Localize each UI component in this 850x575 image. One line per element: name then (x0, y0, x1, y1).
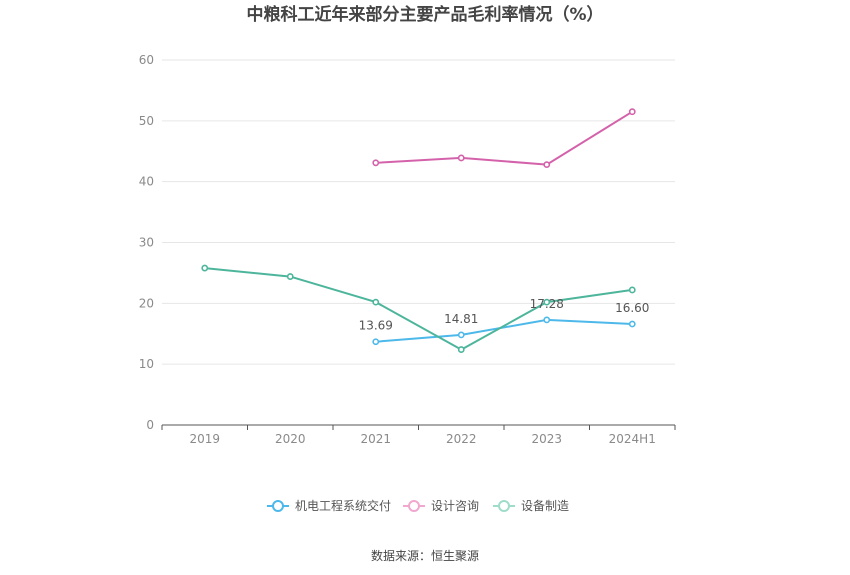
data-point (543, 161, 551, 169)
data-point (286, 273, 294, 280)
y-tick-label: 40 (139, 175, 154, 189)
data-point (543, 298, 551, 306)
grid-lines (162, 59, 675, 365)
y-tick-label: 0 (146, 418, 154, 432)
series-line-1 (375, 318, 633, 343)
data-labels: 13.69 14.81 17.28 16.60 (359, 297, 650, 333)
data-point (457, 154, 465, 162)
x-tick-label: 2020 (275, 432, 306, 446)
legend-label: 设备制造 (521, 499, 569, 513)
legend-item: 设备制造 (493, 499, 569, 513)
x-tick-label: 2024H1 (609, 432, 656, 446)
data-point (628, 286, 636, 294)
y-tick-label: 20 (139, 296, 154, 310)
x-tick-label: 2023 (531, 432, 562, 446)
y-tick-label: 10 (139, 357, 154, 371)
data-point (201, 264, 209, 272)
x-tick-label: 2019 (189, 432, 220, 446)
legend-label: 机电工程系统交付 (295, 498, 391, 513)
x-axis: 2019 2020 2021 2022 2023 2024H1 (161, 424, 676, 446)
legend-marker (408, 500, 420, 512)
data-point (628, 108, 636, 116)
chart-title: 中粮科工近年来部分主要产品毛利率情况（%） (246, 4, 603, 25)
legend-marker (498, 500, 510, 512)
series-line-2 (375, 110, 633, 166)
data-label: 13.69 (359, 319, 393, 333)
legend-item: 设计咨询 (403, 498, 479, 513)
data-point (628, 320, 636, 328)
data-label: 14.81 (444, 312, 478, 326)
y-tick-label: 60 (139, 53, 154, 67)
series-group (201, 108, 636, 353)
y-tick-label: 30 (139, 236, 154, 250)
data-label: 16.60 (615, 301, 649, 315)
x-tick-label: 2021 (360, 432, 391, 446)
data-point (543, 316, 551, 324)
data-point (457, 346, 465, 353)
data-point (457, 331, 465, 339)
y-axis: 0 10 20 30 40 50 60 (139, 53, 154, 432)
data-point (372, 338, 380, 346)
x-tick-label: 2022 (446, 432, 477, 446)
legend: 机电工程系统交付 设计咨询 设备制造 (267, 498, 569, 513)
y-tick-label: 50 (139, 114, 154, 128)
series-line-3 (204, 267, 633, 351)
data-point (372, 159, 380, 167)
source-note: 数据来源：恒生聚源 (371, 548, 479, 563)
legend-item: 机电工程系统交付 (267, 498, 391, 513)
data-point (372, 298, 380, 306)
legend-marker (272, 500, 284, 512)
legend-label: 设计咨询 (431, 498, 479, 513)
data-label: 17.28 (530, 297, 564, 311)
